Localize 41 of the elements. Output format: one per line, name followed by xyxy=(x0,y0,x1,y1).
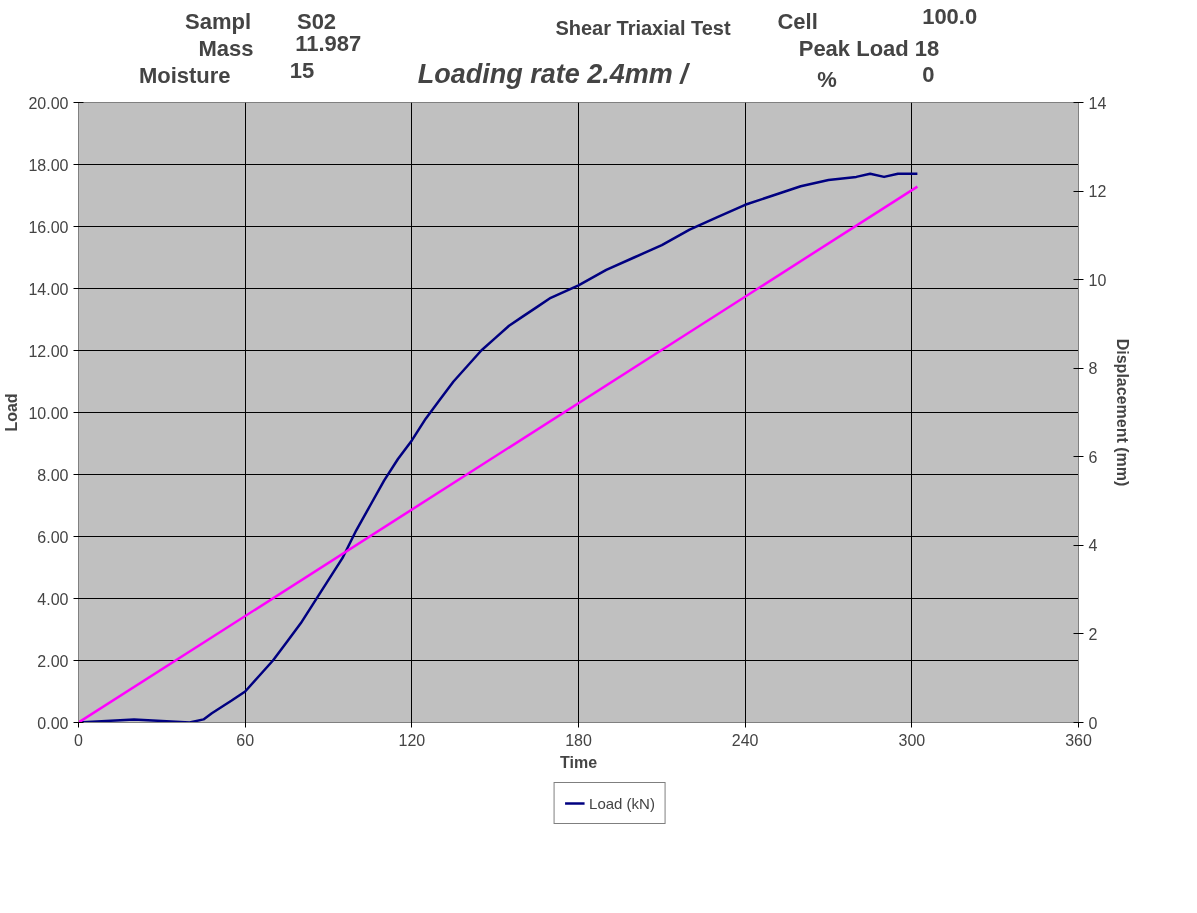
y2-tick-label: 0 xyxy=(1088,714,1098,732)
text: 0 xyxy=(922,61,935,87)
y2-tick-label: 6 xyxy=(1088,448,1098,466)
y-axis-title: Load xyxy=(3,393,21,432)
text: 100.0 xyxy=(922,3,978,29)
y2-axis-title: Displacement (mm) xyxy=(1114,338,1132,487)
y-tick-label: 6.00 xyxy=(37,528,69,546)
text: % xyxy=(817,66,837,92)
y-tick-label: 18.00 xyxy=(28,156,69,174)
x-axis-title: Time xyxy=(559,753,598,771)
y-tick-label: 20.00 xyxy=(28,94,69,112)
y-tick-label: 2.00 xyxy=(37,652,69,670)
x-tick-label: 180 xyxy=(565,731,592,749)
text: Moisture xyxy=(138,62,231,88)
x-tick-label: 360 xyxy=(1065,731,1092,749)
x-tick-label: 120 xyxy=(398,731,426,749)
y-tick-label: 14.00 xyxy=(28,280,69,298)
text: Sampl xyxy=(185,8,252,34)
y2-tick-label: 2 xyxy=(1088,625,1098,643)
y-tick-label: 4.00 xyxy=(37,590,69,608)
y-tick-label: 10.00 xyxy=(28,404,69,422)
y2-tick-label: 10 xyxy=(1088,271,1107,289)
text: Cell xyxy=(777,8,818,34)
text: 15 xyxy=(289,57,315,83)
chart-subtitle: Shear Triaxial Test xyxy=(555,16,731,39)
legend-label: Load (kN) xyxy=(589,794,655,812)
x-tick-label: 60 xyxy=(236,731,255,749)
y2-tick-label: 8 xyxy=(1088,360,1098,378)
y-tick-label: 8.00 xyxy=(37,466,69,484)
x-tick-label: 240 xyxy=(731,731,759,749)
y2-tick-label: 14 xyxy=(1088,94,1107,112)
y2-tick-label: 4 xyxy=(1088,537,1098,555)
y-tick-label: 16.00 xyxy=(28,218,69,236)
x-tick-label: 0 xyxy=(74,731,84,749)
y-tick-label: 12.00 xyxy=(28,342,69,360)
text: Mass xyxy=(198,35,254,61)
text: Peak Load 18 xyxy=(798,35,940,61)
x-tick-label: 300 xyxy=(898,731,926,749)
y2-tick-label: 12 xyxy=(1088,183,1107,201)
y-tick-label: 0.00 xyxy=(37,714,69,732)
chart-title: Loading rate 2.4mm / xyxy=(417,58,691,89)
